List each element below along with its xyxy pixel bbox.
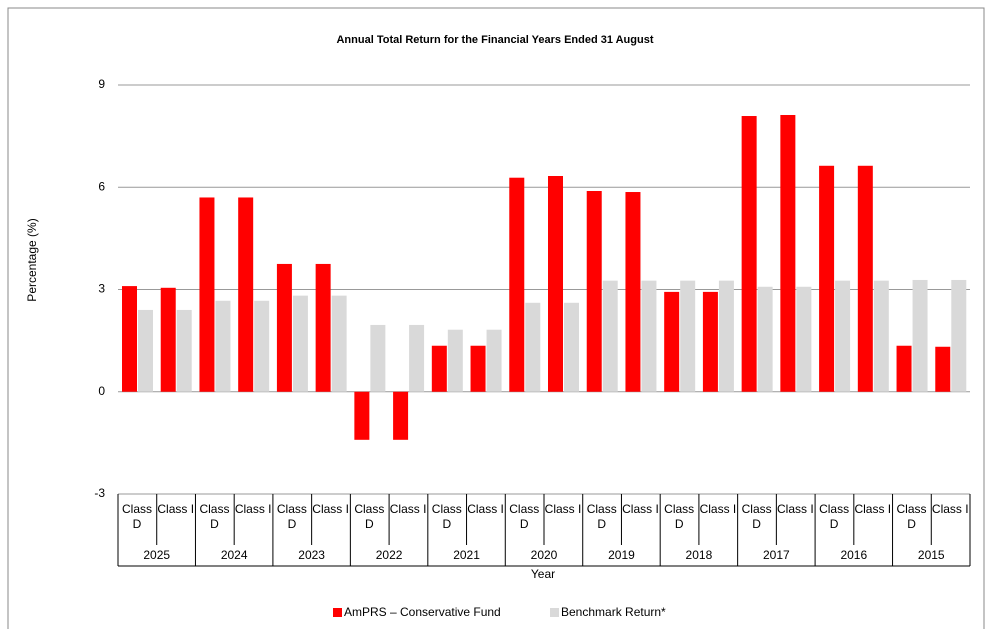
x-tick-label: Class I <box>157 502 195 516</box>
bar <box>447 329 463 392</box>
group-label: 2017 <box>763 548 790 562</box>
x-tick-label: Class I <box>622 502 659 516</box>
bar <box>718 280 734 392</box>
bar <box>331 295 347 392</box>
bar <box>796 286 812 392</box>
bar <box>431 345 447 392</box>
bar <box>757 286 773 392</box>
y-tick-label: 6 <box>98 179 105 193</box>
bar <box>393 391 409 440</box>
bar <box>835 280 851 392</box>
bar <box>409 324 425 392</box>
bar <box>819 165 835 392</box>
bar <box>254 300 270 392</box>
bar <box>370 324 386 392</box>
group-label: 2015 <box>918 548 945 562</box>
x-tick-label: Class I <box>931 502 969 516</box>
group-label: 2022 <box>376 548 403 562</box>
bar <box>564 302 579 392</box>
x-tick-label: Class I <box>467 502 504 516</box>
group-label: 2023 <box>298 548 325 562</box>
y-tick-label: 3 <box>98 282 105 296</box>
bar <box>625 192 641 392</box>
x-axis-label: Year <box>531 567 555 581</box>
x-tick-label: Class I <box>234 502 272 516</box>
bar <box>354 391 370 440</box>
bar <box>525 302 541 392</box>
y-tick-label: 0 <box>98 384 105 398</box>
bar <box>548 176 563 392</box>
legend-swatch <box>333 608 342 617</box>
bar <box>276 263 292 392</box>
x-tick-label: Class D <box>896 502 927 531</box>
bar <box>935 346 951 392</box>
x-tick-label: Class D <box>741 502 772 531</box>
x-tick-label: Class D <box>199 502 230 531</box>
x-tick-label: Class D <box>586 502 617 531</box>
x-tick-label: Class D <box>276 502 307 531</box>
bar <box>176 309 192 392</box>
bar <box>292 295 308 392</box>
bar <box>315 263 331 392</box>
bar <box>873 280 889 392</box>
bar <box>664 291 680 392</box>
y-axis-label: Percentage (%) <box>25 218 39 301</box>
legend-label: AmPRS – Conservative Fund <box>344 605 501 619</box>
x-tick-label: Class D <box>354 502 385 531</box>
bar <box>896 345 912 392</box>
group-label: 2019 <box>608 548 635 562</box>
group-label: 2021 <box>453 548 480 562</box>
group-label: 2020 <box>531 548 558 562</box>
bar <box>215 300 231 392</box>
bar <box>470 345 486 392</box>
x-tick-label: Class I <box>699 502 737 516</box>
bar <box>602 280 618 392</box>
bar <box>702 291 718 392</box>
bar <box>912 279 928 392</box>
bar <box>509 177 525 392</box>
bar <box>780 114 796 392</box>
legend-swatch <box>550 608 559 617</box>
x-tick-label: Class I <box>854 502 892 516</box>
x-tick-label: Class I <box>389 502 427 516</box>
bar <box>138 309 153 392</box>
x-tick-label: Class D <box>121 502 152 531</box>
bar <box>586 190 602 392</box>
bar <box>857 165 873 392</box>
x-tick-label: Class D <box>819 502 850 531</box>
group-label: 2025 <box>143 548 170 562</box>
x-tick-label: Class I <box>312 502 349 516</box>
bar <box>741 116 757 392</box>
y-tick-label: 9 <box>98 77 105 91</box>
frame <box>7 7 985 629</box>
bar <box>680 280 696 392</box>
legend-label: Benchmark Return* <box>561 605 666 619</box>
bar <box>122 286 137 392</box>
chart-title: Annual Total Return for the Financial Ye… <box>336 34 653 46</box>
bar <box>951 279 967 392</box>
bar <box>238 197 254 392</box>
group-label: 2016 <box>840 548 867 562</box>
x-tick-label: Class D <box>431 502 462 531</box>
group-label: 2024 <box>221 548 248 562</box>
x-tick-label: Class I <box>544 502 582 516</box>
x-tick-label: Class I <box>777 502 814 516</box>
bar <box>160 287 176 392</box>
bar <box>486 329 502 392</box>
y-tick-label: -3 <box>94 486 105 500</box>
x-tick-label: Class D <box>509 502 540 531</box>
bar <box>199 197 215 392</box>
group-label: 2018 <box>686 548 713 562</box>
x-tick-label: Class D <box>664 502 695 531</box>
bar <box>641 280 657 392</box>
